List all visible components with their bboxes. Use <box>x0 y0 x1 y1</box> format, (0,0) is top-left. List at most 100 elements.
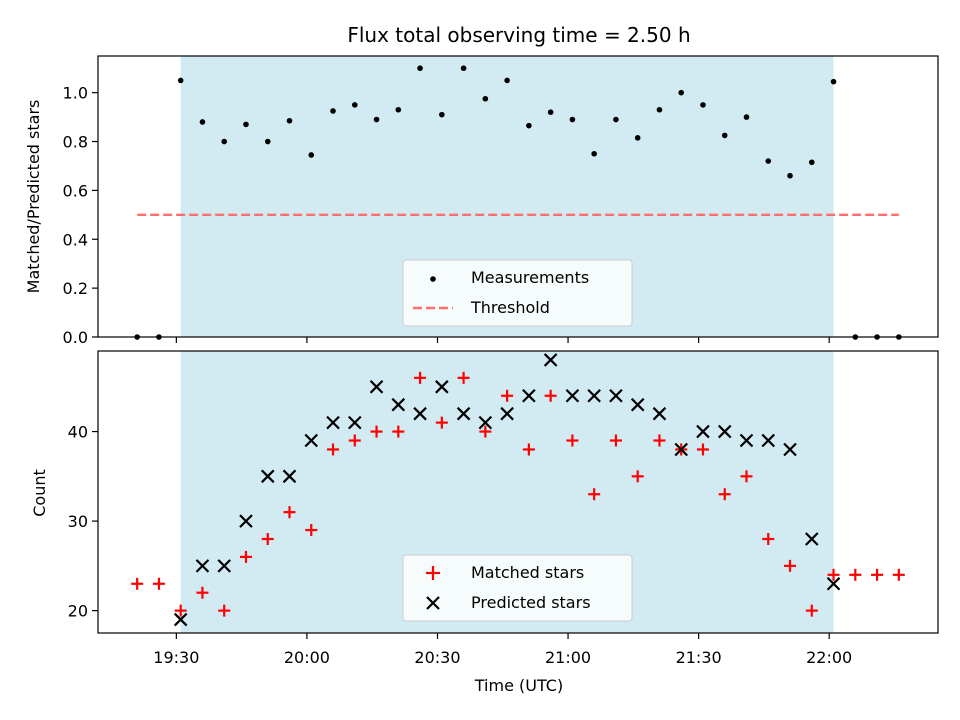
x-tick-label: 19:30 <box>153 648 199 667</box>
measurements-point <box>504 77 510 84</box>
measurements-point <box>547 109 554 115</box>
predicted-stars-point <box>195 559 210 573</box>
matched-stars-point <box>174 604 187 617</box>
top-y-tick-label: 0.2 <box>63 279 88 298</box>
matched-stars-point <box>392 425 405 438</box>
measurements-point <box>700 102 706 108</box>
top-legend-box <box>402 259 633 327</box>
predicted-stars-point <box>543 353 558 367</box>
matched-stars-point <box>827 568 840 581</box>
predicted-stars-point <box>717 424 732 439</box>
measurements-point <box>351 102 358 108</box>
measurements-point <box>221 138 228 145</box>
predicted-stars-point <box>260 469 275 484</box>
measurements-point <box>308 152 315 158</box>
predicted-stars-point <box>739 433 754 448</box>
measurements-point <box>460 65 467 72</box>
predicted-stars-point <box>674 442 688 457</box>
predicted-stars-point <box>587 388 601 403</box>
matched-stars-point <box>696 443 709 456</box>
matched-stars-point <box>609 434 622 447</box>
predicted-stars-point <box>826 576 841 591</box>
predicted-stars-point <box>565 388 580 403</box>
matched-stars-point <box>435 416 448 429</box>
measurements-point <box>177 77 184 84</box>
legend-predicted-label: Predicted stars <box>471 593 591 612</box>
predicted-stars-point <box>326 415 340 430</box>
predicted-stars-point <box>609 388 623 403</box>
matched-stars-point <box>849 568 862 581</box>
matched-stars-point <box>631 470 644 483</box>
legend-matched-label: Matched stars <box>471 563 584 582</box>
matched-stars-point <box>588 488 601 501</box>
matched-stars-point <box>414 371 427 384</box>
legend-measurements-label: Measurements <box>471 268 589 287</box>
bottom-y-tick-label: 40 <box>68 423 88 442</box>
legend-predicted-marker <box>426 596 440 610</box>
x-tick-label: 20:00 <box>284 648 330 667</box>
predicted-stars-point <box>783 442 797 457</box>
matched-stars-point <box>370 425 383 438</box>
measurements-point <box>439 111 445 118</box>
x-axis-label: Time (UTC) <box>474 676 563 695</box>
top-y-tick-label: 0.8 <box>63 133 88 152</box>
predicted-stars-point <box>696 424 710 439</box>
measurements-point <box>634 135 641 141</box>
measurements-point <box>526 122 532 129</box>
top-plot-frame <box>97 55 939 338</box>
matched-stars-point <box>261 533 274 545</box>
predicted-stars-point <box>500 406 514 421</box>
bottom-legend: Matched stars Predicted stars <box>402 554 633 622</box>
matched-stars-point <box>501 389 514 402</box>
predicted-stars-point <box>478 415 493 430</box>
measurements-point <box>569 116 576 123</box>
matched-stars-point <box>871 568 884 581</box>
predicted-stars-point <box>239 514 253 528</box>
matched-stars-point <box>152 577 165 590</box>
top-legend: Measurements Threshold <box>402 259 633 327</box>
measurements-point <box>808 159 815 166</box>
top-y-tick-label: 0.0 <box>63 328 88 347</box>
measurements-point <box>743 114 750 120</box>
measurements-point <box>286 117 293 124</box>
bottom-y-tick-label: 20 <box>68 602 88 621</box>
measurements-point <box>330 108 336 114</box>
matched-stars-point <box>348 434 361 447</box>
predicted-stars-point <box>630 397 645 412</box>
matched-stars-point <box>566 434 579 447</box>
predicted-stars-point <box>369 380 384 394</box>
predicted-stars-point <box>805 532 819 546</box>
bottom-plot-frame <box>97 350 939 634</box>
matched-stars-point <box>784 559 797 572</box>
measurements-point <box>591 150 597 157</box>
measurements-point <box>765 158 772 164</box>
predicted-stars-point <box>456 406 471 421</box>
x-tick-label: 20:30 <box>414 648 460 667</box>
legend-measurements-marker <box>430 276 436 282</box>
top-y-tick-label: 1.0 <box>63 84 88 103</box>
predicted-stars-point <box>348 415 362 430</box>
top-y-tick-label: 0.6 <box>63 181 88 200</box>
measurements-point <box>417 65 423 72</box>
measurements-point <box>395 106 402 113</box>
matched-stars-point <box>196 586 209 599</box>
measurements-point <box>243 121 249 128</box>
measurements-point <box>199 119 206 125</box>
matched-stars-point <box>522 443 535 456</box>
matched-stars-point <box>239 550 252 563</box>
matched-stars-point <box>544 389 557 402</box>
predicted-stars-point <box>304 433 319 448</box>
matched-stars-point <box>762 533 775 545</box>
measurements-point <box>830 78 837 85</box>
predicted-stars-point <box>761 433 776 448</box>
measurements-point <box>264 138 271 145</box>
matched-stars-point <box>327 443 340 456</box>
matched-stars-point <box>218 604 231 617</box>
measurements-point <box>482 95 489 102</box>
matched-stars-point <box>892 568 905 581</box>
x-tick-label: 21:00 <box>545 648 591 667</box>
matched-stars-point <box>718 488 731 501</box>
predicted-stars-point <box>652 406 667 421</box>
matched-stars-point <box>805 604 818 617</box>
